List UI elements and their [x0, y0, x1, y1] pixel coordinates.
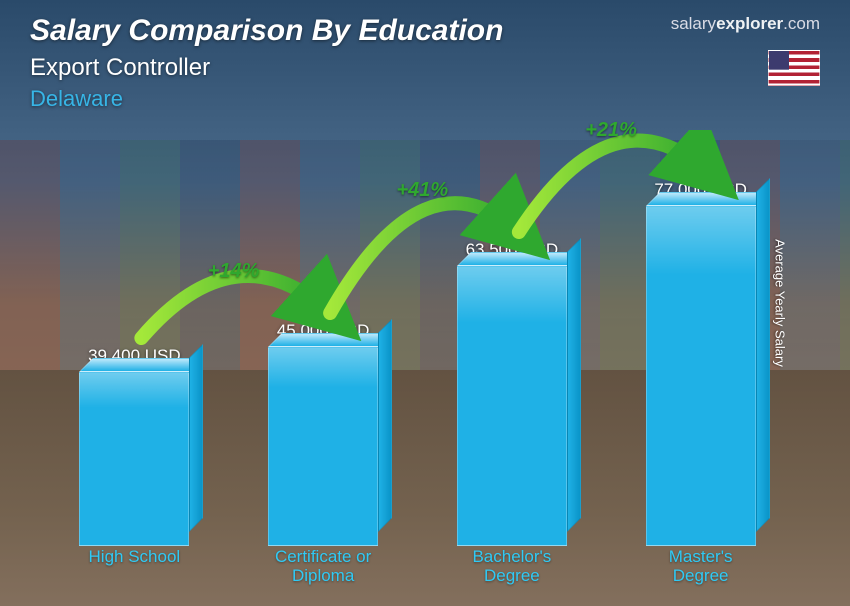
bar-side-face — [567, 238, 581, 532]
bar-top-face — [268, 333, 392, 347]
increase-label: +21% — [585, 119, 637, 142]
bar-side-face — [189, 344, 203, 532]
brand-watermark: salaryexplorer.com — [671, 14, 820, 34]
bar — [268, 347, 378, 546]
bar-front-face — [79, 372, 189, 546]
increase-label: +41% — [397, 179, 449, 202]
title-block: Salary Comparison By Education Export Co… — [30, 14, 503, 112]
chart-title: Salary Comparison By Education — [30, 14, 503, 48]
salary-bar-chart: 39,400 USD 45,000 USD 63,500 USD 77,000 … — [40, 130, 795, 588]
bar-side-face — [756, 178, 770, 532]
header: Salary Comparison By Education Export Co… — [30, 14, 820, 112]
bar-front-face — [457, 266, 567, 546]
bar-slot: 45,000 USD — [229, 130, 418, 546]
category-row: High SchoolCertificate orDiplomaBachelor… — [40, 548, 795, 588]
us-flag-icon — [768, 50, 820, 86]
y-axis-label: Average Yearly Salary — [773, 239, 788, 367]
chart-subtitle: Export Controller — [30, 54, 503, 82]
increase-label: +14% — [208, 260, 260, 283]
category-label: Certificate orDiploma — [229, 548, 418, 588]
bar — [457, 266, 567, 546]
bar-top-face — [646, 192, 770, 206]
category-label: High School — [40, 548, 229, 588]
bar-top-face — [79, 358, 203, 372]
chart-region: Delaware — [30, 86, 503, 112]
bar-side-face — [378, 319, 392, 532]
category-label: Master'sDegree — [606, 548, 795, 588]
category-label: Bachelor'sDegree — [418, 548, 607, 588]
bar-slot: 77,000 USD — [606, 130, 795, 546]
brand-suffix: .com — [783, 14, 820, 33]
brand-prefix: salary — [671, 14, 716, 33]
bar-front-face — [268, 347, 378, 546]
bar — [646, 206, 756, 546]
bar-front-face — [646, 206, 756, 546]
brand-mid: explorer — [716, 14, 783, 33]
bar — [79, 372, 189, 546]
bar-top-face — [457, 252, 581, 266]
bar-slot: 39,400 USD — [40, 130, 229, 546]
